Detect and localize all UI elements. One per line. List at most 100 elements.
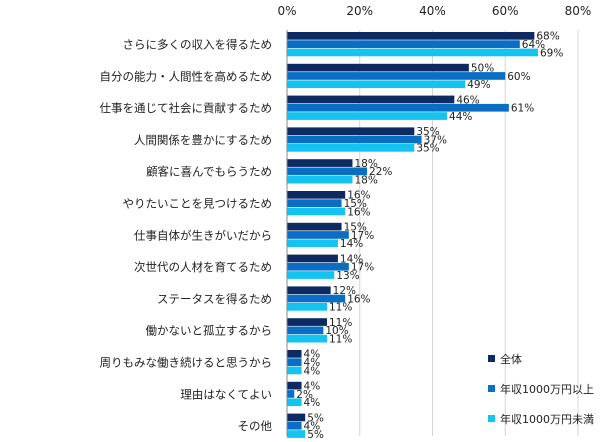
data-label: 17% bbox=[351, 230, 374, 242]
bar bbox=[287, 222, 342, 231]
bar bbox=[287, 398, 302, 407]
category-label: 仕事を通じて社会に貢献するため bbox=[100, 101, 273, 115]
bar bbox=[287, 231, 349, 239]
data-label: 18% bbox=[354, 158, 377, 170]
bar bbox=[287, 127, 415, 136]
category-label: 周りもみな働き続けると思うから bbox=[100, 355, 273, 369]
legend-swatch bbox=[488, 355, 495, 362]
bar bbox=[287, 80, 466, 89]
bar bbox=[287, 303, 328, 311]
data-label: 35% bbox=[416, 143, 439, 155]
category-label: 働かないと孤立するから bbox=[146, 324, 273, 338]
category-label: 仕事自体が生きがいだから bbox=[134, 228, 272, 242]
bar bbox=[287, 334, 328, 343]
bar bbox=[287, 72, 506, 80]
data-label: 4% bbox=[304, 357, 321, 369]
data-label: 11% bbox=[329, 317, 352, 329]
category-label: 人間関係を豊かにするため bbox=[134, 133, 272, 147]
data-label: 16% bbox=[347, 190, 370, 202]
category-label: やりたいことを見つけるため bbox=[123, 196, 273, 210]
data-label: 35% bbox=[416, 126, 439, 138]
data-label: 14% bbox=[340, 238, 363, 250]
bar bbox=[287, 103, 509, 112]
bar bbox=[287, 207, 346, 216]
category-label: 自分の能力・人間性を高めるため bbox=[100, 69, 273, 83]
x-tick-label: 60% bbox=[492, 4, 519, 18]
bar bbox=[287, 167, 368, 176]
bar bbox=[287, 48, 538, 57]
x-tick-label: 20% bbox=[346, 4, 373, 18]
data-label: 68% bbox=[536, 31, 559, 43]
bar bbox=[287, 191, 346, 199]
bar bbox=[287, 144, 415, 152]
category-label: その他 bbox=[238, 419, 273, 433]
bar bbox=[287, 326, 324, 335]
category-label: 次世代の人材を育てるため bbox=[134, 260, 272, 274]
data-label: 18% bbox=[354, 175, 377, 187]
data-label: 4% bbox=[304, 421, 321, 433]
legend-swatch bbox=[488, 415, 495, 422]
bar bbox=[287, 254, 338, 263]
bar bbox=[287, 381, 302, 390]
data-label: 10% bbox=[325, 325, 348, 337]
data-label: 15% bbox=[344, 222, 367, 234]
data-label: 50% bbox=[471, 63, 494, 75]
data-label: 17% bbox=[351, 262, 374, 274]
data-label: 12% bbox=[333, 285, 356, 297]
data-label: 11% bbox=[329, 302, 352, 314]
data-label: 64% bbox=[522, 39, 545, 51]
legend-label: 年収1000万円未満 bbox=[500, 412, 594, 426]
data-label: 15% bbox=[344, 198, 367, 210]
data-label: 4% bbox=[304, 397, 321, 409]
bar bbox=[287, 112, 448, 120]
bar bbox=[287, 358, 302, 366]
data-label: 49% bbox=[467, 79, 490, 91]
bar bbox=[287, 318, 328, 326]
bar bbox=[287, 199, 342, 207]
x-tick-label: 80% bbox=[565, 4, 592, 18]
category-label: 理由はなくてよい bbox=[180, 387, 272, 401]
category-label: さらに多くの収入を得るため bbox=[123, 37, 273, 51]
bar bbox=[287, 413, 306, 422]
data-label: 2% bbox=[296, 389, 313, 401]
data-label: 13% bbox=[336, 270, 359, 282]
bar bbox=[287, 271, 335, 279]
bar bbox=[287, 262, 349, 271]
data-label: 11% bbox=[329, 334, 352, 346]
bar bbox=[287, 294, 346, 303]
bar bbox=[287, 390, 295, 398]
legend-swatch bbox=[488, 385, 495, 392]
bar bbox=[287, 95, 455, 104]
bar bbox=[287, 32, 535, 40]
category-label: 顧客に喜んでもらうため bbox=[146, 165, 272, 179]
data-label: 14% bbox=[340, 253, 363, 265]
data-label: 16% bbox=[347, 293, 370, 305]
legend-label: 年収1000万円以上 bbox=[500, 382, 594, 396]
data-label: 4% bbox=[304, 381, 321, 393]
bar bbox=[287, 159, 353, 167]
data-label: 22% bbox=[369, 166, 392, 178]
bar bbox=[287, 175, 353, 184]
data-label: 44% bbox=[449, 111, 472, 123]
x-tick-label: 0% bbox=[277, 4, 296, 18]
data-label: 69% bbox=[540, 47, 563, 59]
data-label: 46% bbox=[456, 94, 479, 106]
data-label: 16% bbox=[347, 206, 370, 218]
data-label: 5% bbox=[307, 412, 324, 424]
data-label: 60% bbox=[507, 71, 530, 83]
data-label: 5% bbox=[307, 429, 324, 441]
bar bbox=[287, 40, 520, 48]
bar bbox=[287, 366, 302, 375]
bar bbox=[287, 239, 338, 248]
data-label: 61% bbox=[511, 103, 534, 115]
data-label: 4% bbox=[304, 365, 321, 377]
data-label: 37% bbox=[424, 134, 447, 146]
bar bbox=[287, 421, 302, 430]
bar bbox=[287, 63, 469, 72]
legend-label: 全体 bbox=[500, 352, 522, 366]
category-label: ステータスを得るため bbox=[157, 292, 272, 306]
bar bbox=[287, 430, 306, 438]
data-label: 4% bbox=[304, 349, 321, 361]
